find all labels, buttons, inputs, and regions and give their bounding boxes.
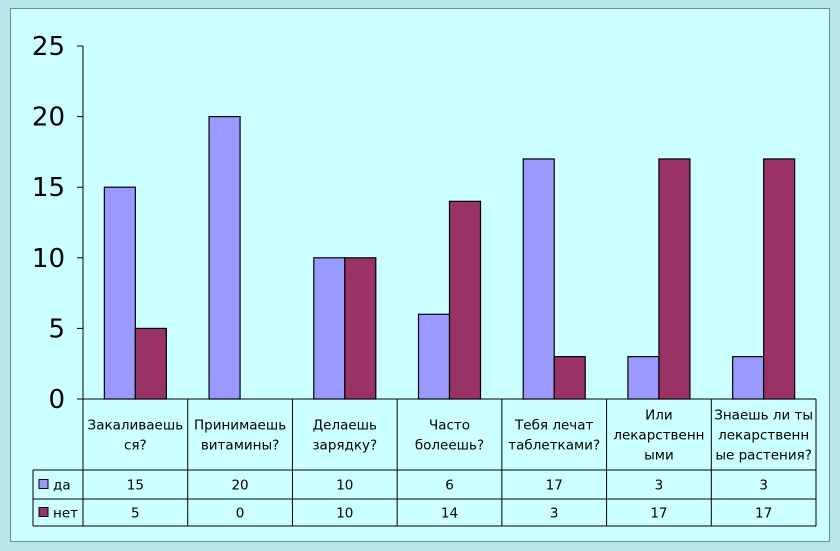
y-tick-label: 0: [48, 385, 65, 415]
legend-key-net: [38, 507, 49, 517]
legend-label: да: [53, 478, 71, 494]
bar-net-2: [344, 257, 377, 400]
y-tick-label: 25: [32, 32, 65, 62]
bar-net-5: [658, 158, 691, 400]
data-label: 17: [650, 506, 667, 522]
data-label: 3: [759, 478, 768, 494]
category-label: витамины?: [201, 438, 279, 454]
data-label: 5: [131, 506, 140, 522]
bar-net-4: [553, 356, 586, 400]
legend-label: нет: [53, 506, 78, 522]
data-label: 15: [127, 478, 144, 494]
bar-da-0: [103, 186, 136, 400]
data-label: 20: [231, 478, 248, 494]
data-label: 17: [546, 478, 563, 494]
data-label: 17: [755, 506, 772, 522]
data-label: 10: [336, 478, 353, 494]
category-label: лекарственн: [613, 428, 704, 444]
category-label: Закаливаешь: [88, 418, 184, 434]
category-label: лекарственн: [718, 428, 809, 444]
y-tick-label: 20: [32, 103, 65, 133]
bar-da-4: [522, 158, 555, 400]
legend-key-da: [38, 479, 49, 489]
data-label: 14: [441, 506, 458, 522]
bar-net-3: [448, 200, 482, 400]
chart-frame: 0 5 10 15 20 25 Закаливаешь ся? Принимаешь витам…: [10, 8, 830, 542]
bar-da-3: [417, 313, 451, 400]
data-label: 0: [236, 506, 245, 522]
bar-da-5: [627, 356, 660, 400]
category-label: ыми: [644, 448, 674, 464]
category-label: таблетками?: [508, 438, 600, 454]
category-label: зарядку?: [312, 438, 377, 454]
category-label: Или: [645, 408, 673, 424]
y-tick-label: 15: [32, 173, 65, 203]
data-label: 10: [336, 506, 353, 522]
category-label: Тебя лечат: [514, 418, 593, 434]
bar-net-6: [763, 158, 796, 400]
category-label: Делаешь: [313, 418, 377, 434]
y-tick-label: 10: [32, 244, 65, 274]
category-label: болеешь?: [415, 438, 484, 454]
data-label: 3: [655, 478, 664, 494]
bar-da-1: [208, 115, 241, 400]
data-label: 3: [550, 506, 559, 522]
bar-da-2: [313, 257, 346, 400]
category-label: Часто: [429, 418, 470, 434]
category-label: ые растения?: [715, 448, 812, 464]
bar-net-0: [134, 327, 167, 400]
bar-da-6: [732, 356, 765, 400]
bar-chart: 0 5 10 15 20 25 Закаливаешь ся? Принимаешь витам…: [32, 32, 817, 527]
category-label: ся?: [124, 438, 147, 454]
y-tick-label: 5: [48, 314, 65, 344]
data-label: 6: [445, 478, 454, 494]
category-label: Знаешь ли ты: [714, 408, 813, 424]
category-label: Принимаешь: [194, 418, 286, 434]
